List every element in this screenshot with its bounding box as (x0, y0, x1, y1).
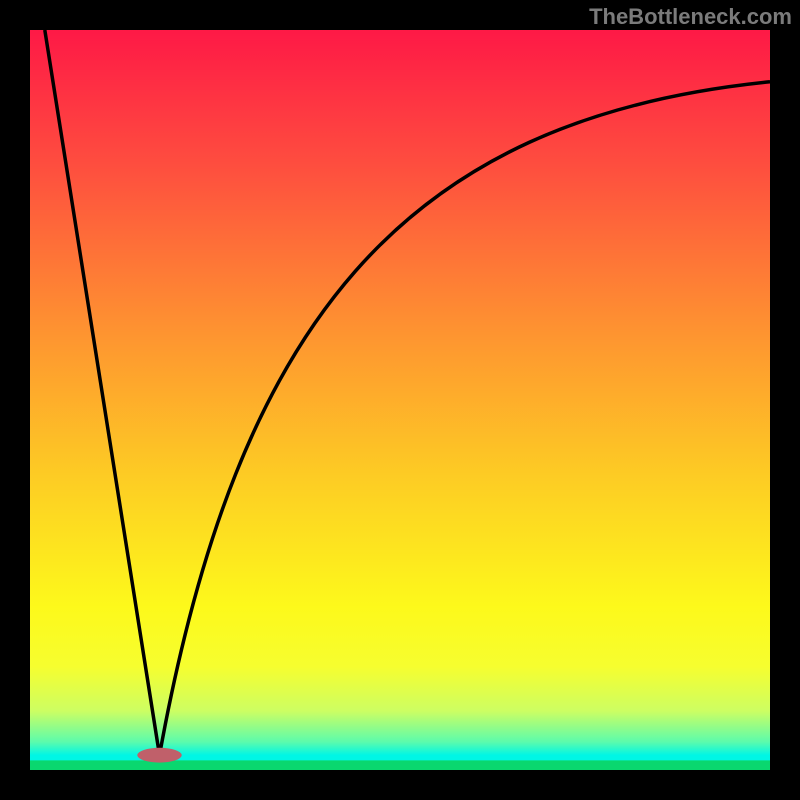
plot-gradient (30, 30, 770, 770)
watermark-text: TheBottleneck.com (589, 4, 792, 30)
optimal-band (30, 760, 770, 770)
chart-container: { "meta": { "source_watermark": "TheBott… (0, 0, 800, 800)
optimal-marker (137, 748, 181, 763)
bottleneck-chart (0, 0, 800, 800)
